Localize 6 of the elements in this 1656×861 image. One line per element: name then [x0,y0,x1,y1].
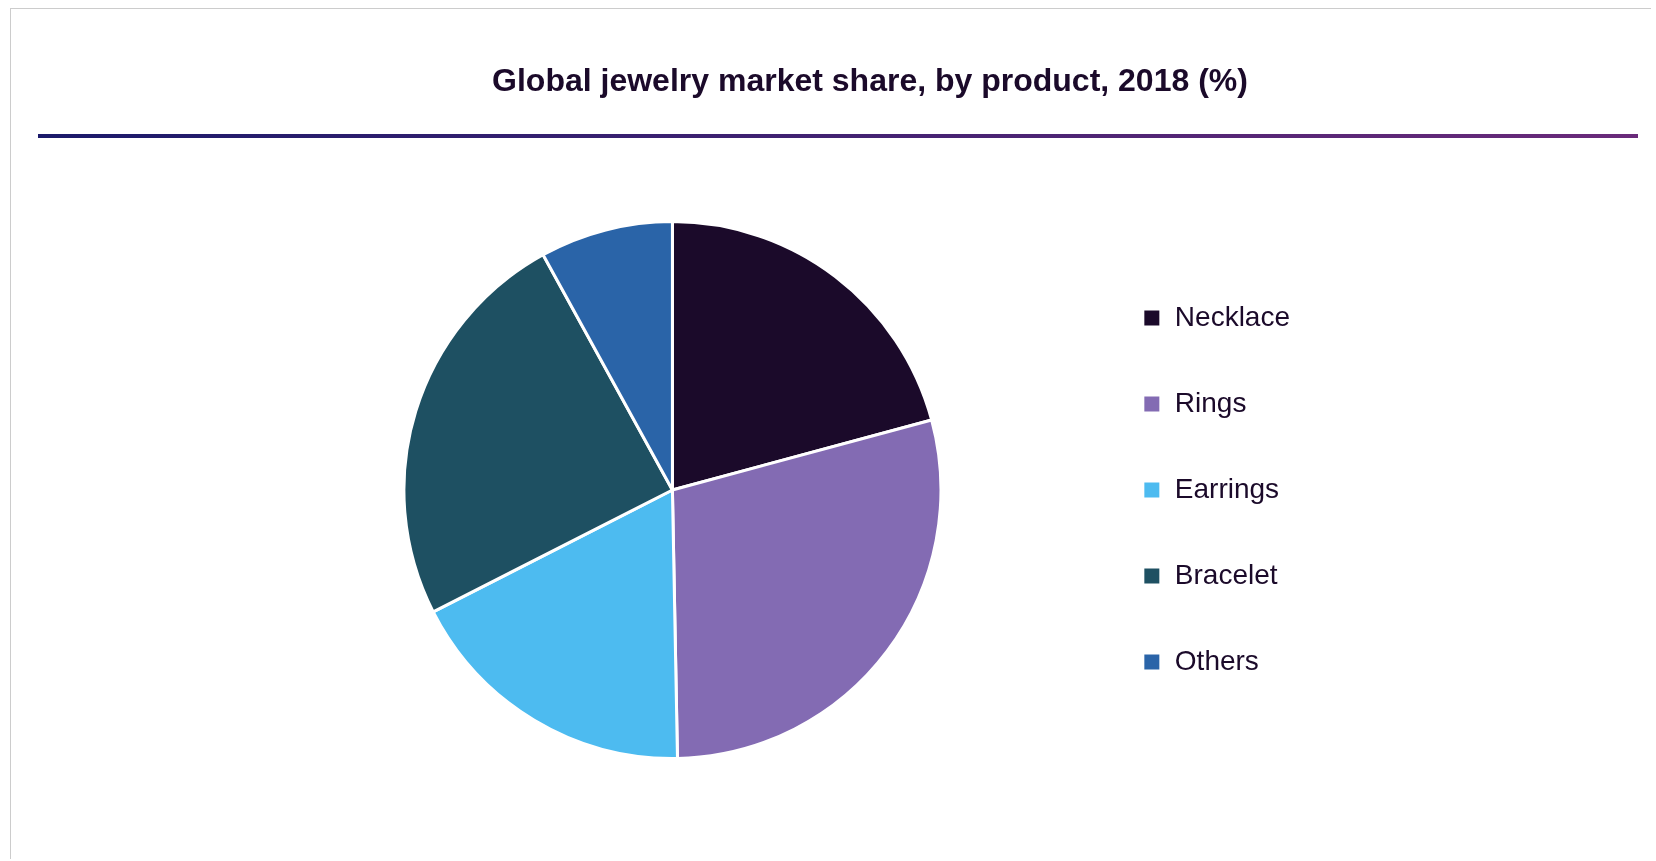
legend-label: Earrings [1174,472,1280,504]
legend-label: Rings [1174,386,1247,418]
chart-title: Global jewelry market share, by product, 2018 (%) [491,62,1249,99]
legend-label: Bracelet [1174,558,1278,590]
legend-label: Necklace [1174,300,1291,332]
legend-label: Others [1174,644,1259,676]
